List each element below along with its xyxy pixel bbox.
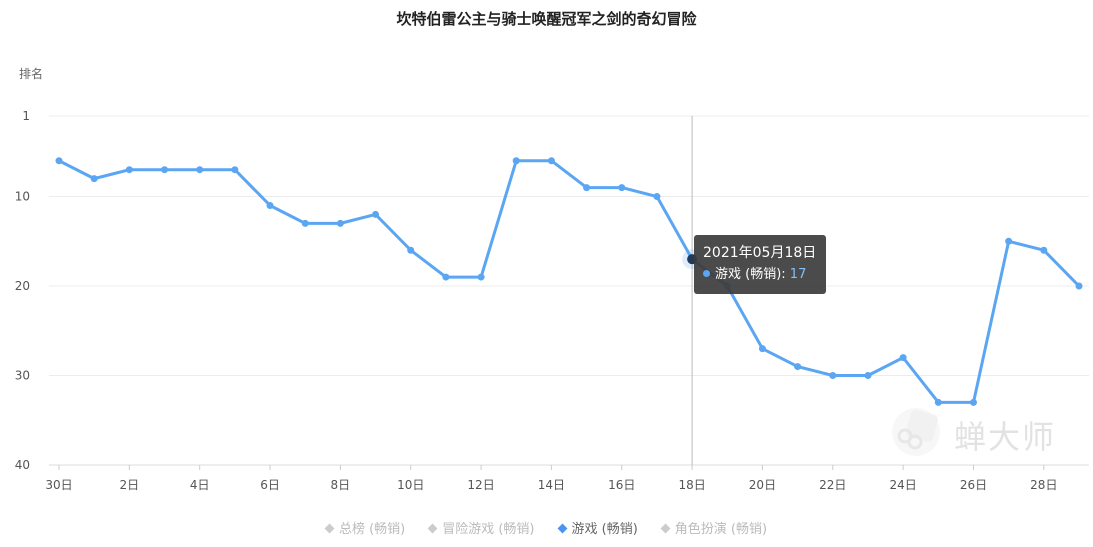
grid-lines <box>49 115 1089 466</box>
legend-item[interactable]: 冒险游戏 (畅销) <box>427 518 535 537</box>
x-tick-label: 30日 <box>45 478 72 492</box>
data-point[interactable] <box>301 219 309 227</box>
y-tick-label: 30 <box>15 369 30 383</box>
data-point[interactable] <box>794 363 802 371</box>
data-point[interactable] <box>231 166 239 174</box>
data-point[interactable] <box>407 246 415 254</box>
watermark-text: 蝉大师 <box>954 418 1057 456</box>
data-point[interactable] <box>1005 237 1013 245</box>
x-tick-label: 22日 <box>819 478 846 492</box>
data-point[interactable] <box>512 157 520 165</box>
data-point[interactable] <box>1040 246 1048 254</box>
x-tick-label: 20日 <box>749 478 776 492</box>
data-point[interactable] <box>864 372 872 380</box>
legend-diamond-icon <box>324 523 335 534</box>
legend-diamond-icon <box>427 523 438 534</box>
x-tick-label: 28日 <box>1030 478 1057 492</box>
y-axis-ticks: 1 10 20 30 40 <box>15 109 30 472</box>
x-tick-label: 8日 <box>331 478 351 492</box>
data-point[interactable] <box>161 166 169 174</box>
x-tick-label: 6日 <box>260 478 280 492</box>
data-point[interactable] <box>196 166 204 174</box>
legend-item[interactable]: 游戏 (畅销) <box>557 518 638 537</box>
data-point[interactable] <box>829 372 837 380</box>
x-tick-label: 16日 <box>608 478 635 492</box>
data-point[interactable] <box>372 210 380 218</box>
tooltip-row: 游戏 (畅销): 17 <box>703 264 816 286</box>
data-point[interactable] <box>125 166 133 174</box>
watermark: 蝉大师 <box>888 402 1078 457</box>
data-point[interactable] <box>90 175 98 183</box>
series-dot-icon <box>703 270 710 277</box>
data-point[interactable] <box>969 398 977 406</box>
tooltip-value: 17 <box>789 267 807 282</box>
data-point[interactable] <box>1075 282 1083 290</box>
y-tick-label: 10 <box>15 190 30 204</box>
tooltip-series: 游戏 (畅销): <box>715 267 786 282</box>
y-tick-label: 20 <box>15 279 30 293</box>
x-tick-label: 14日 <box>538 478 565 492</box>
y-axis-label: 排名 <box>19 67 44 81</box>
tooltip-date: 2021年05月18日 <box>703 245 817 261</box>
data-point[interactable] <box>653 193 661 201</box>
data-point[interactable] <box>442 273 450 281</box>
chart-title: 坎特伯雷公主与骑士唤醒冠军之剑的奇幻冒险 <box>396 10 697 28</box>
data-point[interactable] <box>618 184 626 192</box>
legend-diamond-icon <box>660 523 671 534</box>
data-point[interactable] <box>477 273 485 281</box>
x-tick-label: 24日 <box>889 478 916 492</box>
y-tick-label: 1 <box>22 109 30 123</box>
legend-label: 游戏 (畅销) <box>571 522 638 537</box>
data-point[interactable] <box>934 398 942 406</box>
legend-diamond-icon <box>557 523 567 534</box>
legend-item[interactable]: 角色扮演 (畅销) <box>660 518 768 537</box>
data-point[interactable] <box>547 157 555 165</box>
data-point[interactable] <box>336 219 344 227</box>
x-tick-label: 26日 <box>960 478 987 492</box>
x-tick-label: 4日 <box>190 478 210 492</box>
tooltip: 2021年05月18日 游戏 (畅销): 17 <box>694 235 827 294</box>
data-point[interactable] <box>899 354 907 362</box>
legend: 总榜 (畅销) 冒险游戏 (畅销) 游戏 (畅销) 角色扮演 (畅销) <box>0 518 1093 537</box>
legend-label: 冒险游戏 (畅销) <box>442 522 535 537</box>
x-tick-label: 18日 <box>678 478 705 492</box>
x-tick-label: 10日 <box>397 478 424 492</box>
data-point[interactable] <box>758 345 766 353</box>
legend-item[interactable]: 总榜 (畅销) <box>324 518 406 537</box>
x-tick-label: 2日 <box>120 478 140 492</box>
data-point[interactable] <box>583 184 591 192</box>
data-point[interactable] <box>266 201 274 209</box>
legend-label: 角色扮演 (畅销) <box>674 522 768 537</box>
series-line[interactable] <box>55 157 1083 406</box>
series-line-path[interactable] <box>58 159 1081 404</box>
y-tick-label: 40 <box>15 458 30 472</box>
cicada-logo-icon <box>892 408 940 456</box>
data-point[interactable] <box>55 157 63 165</box>
x-axis-ticks: 30日 2日 4日 6日 8日 10日 12日 14日 16日 18日 20日 22日 24日 26日 28… <box>45 465 1057 492</box>
x-tick-label: 12日 <box>467 478 494 492</box>
legend-label: 总榜 (畅销) <box>338 522 406 537</box>
